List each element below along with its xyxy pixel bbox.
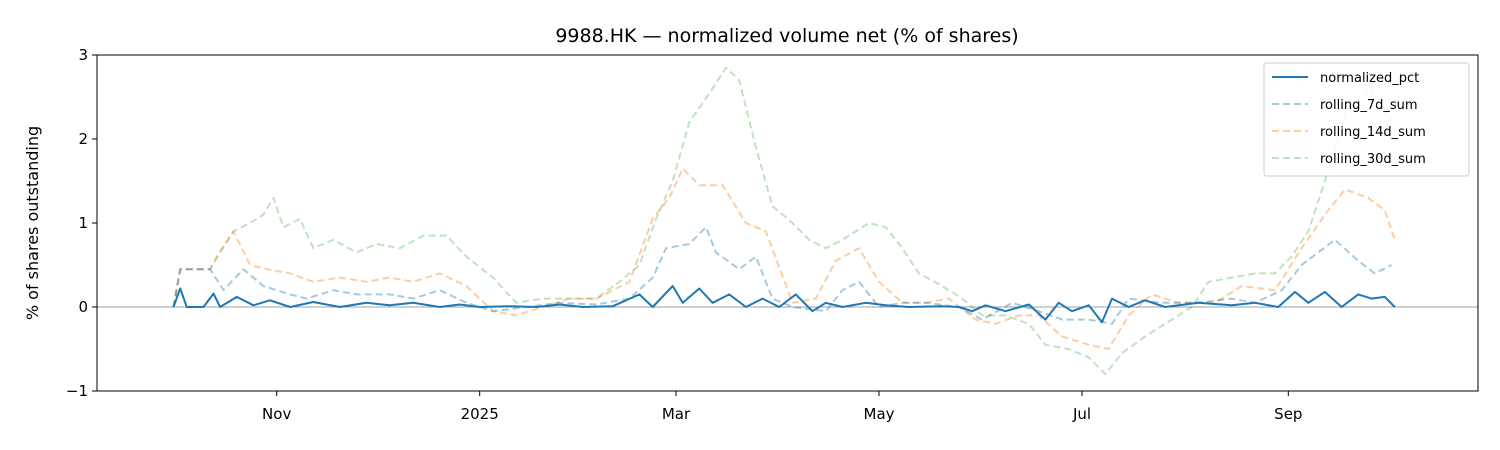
x-tick-label: Sep — [1274, 405, 1302, 423]
chart-title: 9988.HK — normalized volume net (% of sh… — [555, 25, 1018, 47]
legend-label: rolling_14d_sum — [1320, 125, 1426, 140]
x-axis: Nov 2025 Mar May Jul Sep — [262, 391, 1302, 423]
x-tick-label: Nov — [262, 405, 291, 423]
x-tick-label: May — [864, 405, 895, 423]
legend-label: rolling_7d_sum — [1320, 98, 1418, 113]
y-tick-label: 2 — [78, 130, 88, 148]
series-line-rolling-7d-sum — [172, 226, 1392, 325]
series-layer — [172, 66, 1396, 376]
y-tick-label: 1 — [78, 214, 88, 232]
y-tick-label: 0 — [78, 298, 88, 316]
y-tick-label: 3 — [78, 46, 88, 64]
series-line-rolling-30d-sum — [172, 66, 1393, 376]
x-tick-label: Jul — [1072, 405, 1091, 423]
legend-label: normalized_pct — [1320, 71, 1419, 86]
legend: normalized_pct rolling_7d_sum rolling_14d_… — [1263, 62, 1470, 177]
legend-label: rolling_30d_sum — [1320, 152, 1426, 167]
plot-area — [96, 54, 1479, 392]
y-axis-title: % of shares outstanding — [23, 126, 42, 320]
x-tick-label: Mar — [662, 405, 691, 423]
series-line-normalized-pct — [172, 285, 1396, 324]
y-tick-label: −1 — [66, 382, 88, 400]
legend-box — [1263, 62, 1470, 177]
series-line-rolling-14d-sum — [172, 167, 1396, 350]
x-tick-label: 2025 — [461, 405, 499, 423]
y-axis: −1 0 1 2 3 — [66, 46, 97, 400]
